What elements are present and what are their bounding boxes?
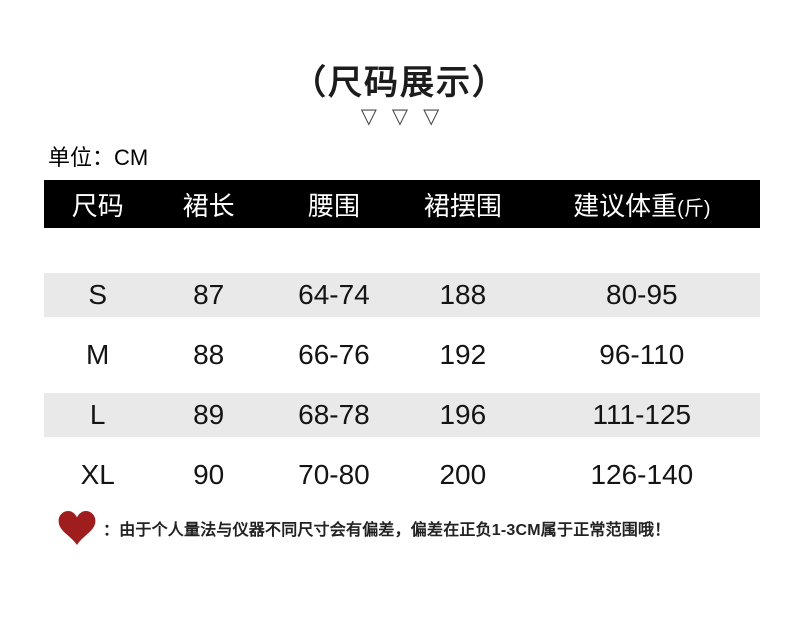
weight-cell: 96-110 xyxy=(599,339,685,370)
waist-cell: 68-78 xyxy=(298,399,370,430)
triangle-down-icon: ▽ xyxy=(391,105,409,128)
table-row: M 88 66-76 192 96-110 xyxy=(44,325,760,385)
size-cell: XL xyxy=(80,459,115,490)
skirt-length-cell: 87 xyxy=(193,279,225,310)
table-body: S 87 64-74 188 80-95 M 88 66-76 192 96-1… xyxy=(44,265,760,505)
column-header-weight-label: 建议体重 xyxy=(573,190,678,221)
measurement-note: ：由于个人量法与仪器不同尺寸会有偏差，偏差在正负1-3CM属于正常范围哦！ xyxy=(58,511,758,545)
weight-cell: 111-125 xyxy=(592,399,692,430)
hem-cell: 200 xyxy=(439,459,487,490)
column-header-hem: 裙摆围 xyxy=(423,190,502,221)
weight-cell: 80-95 xyxy=(606,279,678,310)
page-title: （尺码展示） xyxy=(292,63,508,103)
column-header-skirt-length: 裙长 xyxy=(182,190,235,221)
table-row: L 89 68-78 196 111-125 xyxy=(44,385,760,445)
table-row: S 87 64-74 188 80-95 xyxy=(44,265,760,325)
hem-cell: 192 xyxy=(439,339,487,370)
skirt-length-cell: 89 xyxy=(193,399,225,430)
table-header-row: 尺码 裙长 腰围 裙摆围 建议体重(斤) xyxy=(44,180,760,228)
unit-label: 单位：CM xyxy=(48,145,149,170)
size-cell: M xyxy=(86,339,110,370)
column-header-waist: 腰围 xyxy=(307,190,360,221)
note-text: ：由于个人量法与仪器不同尺寸会有偏差，偏差在正负1-3CM属于正常范围哦！ xyxy=(103,522,671,539)
weight-cell: 126-140 xyxy=(590,459,694,490)
table-row: XL 90 70-80 200 126-140 xyxy=(44,445,760,505)
waist-cell: 64-74 xyxy=(298,279,370,310)
heart-icon xyxy=(58,511,96,545)
triangle-down-icon: ▽ xyxy=(423,105,440,128)
waist-cell: 66-76 xyxy=(298,339,370,370)
size-cell: S xyxy=(88,279,108,310)
skirt-length-cell: 88 xyxy=(193,339,225,370)
skirt-length-cell: 90 xyxy=(193,459,225,490)
size-cell: L xyxy=(89,399,106,430)
waist-cell: 70-80 xyxy=(298,459,370,490)
column-header-weight: 建议体重(斤) xyxy=(524,186,760,223)
triangle-down-icon: ▽ xyxy=(360,105,377,128)
hem-cell: 188 xyxy=(439,279,487,310)
column-header-size: 尺码 xyxy=(71,190,124,221)
hem-cell: 196 xyxy=(439,399,487,430)
column-header-weight-unit: (斤) xyxy=(677,197,711,220)
size-table: 尺码 裙长 腰围 裙摆围 建议体重(斤) S 87 64-74 188 80-9… xyxy=(44,180,760,505)
decor-triangles: ▽ ▽ ▽ xyxy=(0,104,800,129)
